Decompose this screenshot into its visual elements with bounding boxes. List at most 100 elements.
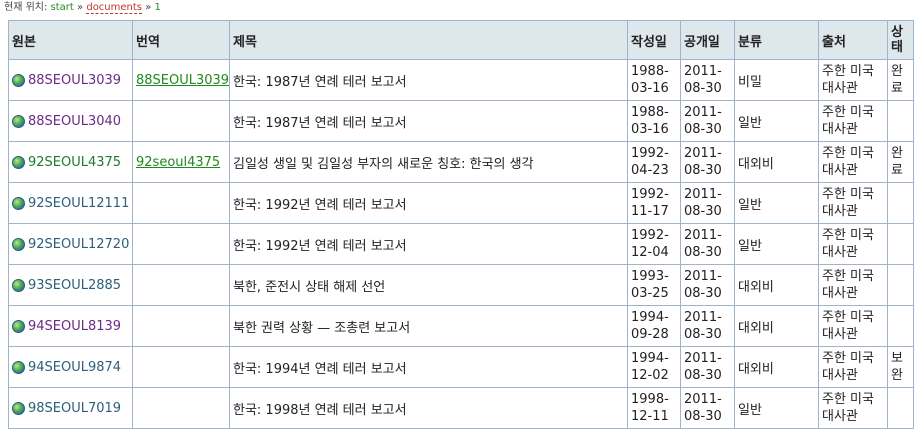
cell-released-date: 2011- 08-30 [680, 223, 735, 265]
translation-doc-link[interactable]: 92seoul4375 [136, 154, 221, 170]
cell-classification: 일반 [734, 387, 819, 429]
breadcrumb-separator: » [145, 2, 152, 13]
cell-original: 98SEOUL7019 [8, 387, 133, 429]
table-row: 88SEOUL3039 88SEOUL3039 한국: 1987년 연례 테러 보고… [8, 59, 914, 101]
table-body: 88SEOUL3039 88SEOUL3039 한국: 1987년 연례 테러 보고… [8, 59, 914, 429]
cell-created-date: 1992- 12-04 [627, 223, 681, 265]
header-status: 상태 [887, 20, 914, 60]
cell-status: 완료 [887, 141, 914, 183]
table-row: 94SEOUL8139 북한 권력 상황 — 조총련 보고서 1994- 09-28… [8, 305, 914, 347]
cell-title: 김일성 생일 및 김일성 부자의 새로운 칭호: 한국의 생각 [229, 141, 628, 183]
cell-original: 94SEOUL8139 [8, 305, 133, 347]
cell-status [887, 387, 914, 429]
cell-released-date: 2011- 08-30 [680, 305, 735, 347]
globe-icon [12, 155, 25, 169]
breadcrumb-separator: » [77, 2, 84, 13]
translation-doc-link[interactable]: 88SEOUL3039 [136, 72, 230, 88]
cell-original: 92SEOUL4375 [8, 141, 133, 183]
cell-original: 93SEOUL2885 [8, 264, 133, 306]
cell-translation [132, 264, 230, 306]
cell-status [887, 264, 914, 306]
table-row: 94SEOUL9874 한국: 1994년 연례 테러 보고서 1994- 12-0… [8, 346, 914, 388]
header-title: 제목 [229, 20, 628, 60]
globe-icon [12, 114, 25, 128]
cell-title: 한국: 1998년 연례 테러 보고서 [229, 387, 628, 429]
cell-released-date: 2011- 08-30 [680, 264, 735, 306]
cell-status [887, 305, 914, 347]
table-row: 92SEOUL4375 92seoul4375 김일성 생일 및 김일성 부자의 새… [8, 141, 914, 183]
cell-translation [132, 387, 230, 429]
cell-released-date: 2011- 08-30 [680, 346, 735, 388]
table-row: 92SEOUL12720 한국: 1992년 연례 테러 보고서 1992- 12-… [8, 223, 914, 265]
cell-created-date: 1993- 03-25 [627, 264, 681, 306]
cell-classification: 대외비 [734, 264, 819, 306]
cell-source: 주한 미국 대사관 [818, 305, 888, 347]
globe-icon [12, 196, 25, 210]
cell-source: 주한 미국 대사관 [818, 223, 888, 265]
breadcrumb: 현재 위치: start » documents » 1 [0, 0, 921, 16]
cell-classification: 대외비 [734, 305, 819, 347]
table-row: 88SEOUL3040 한국: 1987년 연례 테러 보고서 1988- 03-1… [8, 100, 914, 142]
cell-title: 한국: 1987년 연례 테러 보고서 [229, 59, 628, 101]
cell-translation: 88SEOUL3039 [132, 59, 230, 101]
original-doc-link[interactable]: 88SEOUL3040 [28, 113, 122, 129]
cell-released-date: 2011- 08-30 [680, 100, 735, 142]
cell-released-date: 2011- 08-30 [680, 182, 735, 224]
cell-original: 92SEOUL12720 [8, 223, 133, 265]
cell-status: 완료 [887, 59, 914, 101]
cell-source: 주한 미국 대사관 [818, 100, 888, 142]
original-doc-link[interactable]: 88SEOUL3039 [28, 72, 122, 88]
cell-created-date: 1992- 11-17 [627, 182, 681, 224]
cell-created-date: 1988- 03-16 [627, 100, 681, 142]
cell-title: 한국: 1987년 연례 테러 보고서 [229, 100, 628, 142]
cell-classification: 대외비 [734, 346, 819, 388]
cell-created-date: 1994- 09-28 [627, 305, 681, 347]
cell-status: 보완 [887, 346, 914, 388]
cell-translation [132, 182, 230, 224]
cell-created-date: 1998- 12-11 [627, 387, 681, 429]
cell-original: 88SEOUL3039 [8, 59, 133, 101]
breadcrumb-documents-link[interactable]: documents [86, 2, 143, 14]
cell-source: 주한 미국 대사관 [818, 346, 888, 388]
cell-original: 88SEOUL3040 [8, 100, 133, 142]
table-row: 98SEOUL7019 한국: 1998년 연례 테러 보고서 1998- 12-1… [8, 387, 914, 429]
cell-status [887, 100, 914, 142]
globe-icon [12, 278, 25, 292]
cell-classification: 일반 [734, 182, 819, 224]
breadcrumb-prefix: 현재 위치: [4, 2, 48, 13]
cell-translation [132, 346, 230, 388]
breadcrumb-current-link[interactable]: 1 [154, 2, 161, 13]
globe-icon [12, 401, 25, 415]
cell-source: 주한 미국 대사관 [818, 59, 888, 101]
original-doc-link[interactable]: 94SEOUL8139 [28, 318, 122, 334]
breadcrumb-start-link[interactable]: start [50, 2, 74, 13]
cell-created-date: 1992- 04-23 [627, 141, 681, 183]
header-released-date: 공개일 [680, 20, 735, 60]
cell-original: 94SEOUL9874 [8, 346, 133, 388]
cell-original: 92SEOUL12111 [8, 182, 133, 224]
original-doc-link[interactable]: 92SEOUL12720 [28, 236, 130, 252]
original-doc-link[interactable]: 98SEOUL7019 [28, 400, 122, 416]
globe-icon [12, 360, 25, 374]
cell-title: 북한 권력 상황 — 조총련 보고서 [229, 305, 628, 347]
cell-source: 주한 미국 대사관 [818, 387, 888, 429]
original-doc-link[interactable]: 92SEOUL12111 [28, 195, 130, 211]
cell-classification: 일반 [734, 223, 819, 265]
table-row: 92SEOUL12111 한국: 1992년 연례 테러 보고서 1992- 11-… [8, 182, 914, 224]
table-row: 93SEOUL2885 북한, 준전시 상태 해제 선언 1993- 03-25 20… [8, 264, 914, 306]
original-doc-link[interactable]: 94SEOUL9874 [28, 359, 122, 375]
globe-icon [12, 73, 25, 87]
cell-source: 주한 미국 대사관 [818, 182, 888, 224]
cell-title: 북한, 준전시 상태 해제 선언 [229, 264, 628, 306]
original-doc-link[interactable]: 92SEOUL4375 [28, 154, 122, 170]
header-original: 원본 [8, 20, 133, 60]
header-created-date: 작성일 [627, 20, 681, 60]
header-translation: 번역 [132, 20, 230, 60]
table-header-row: 원본 번역 제목 작성일 공개일 분류 출처 상태 [8, 20, 914, 60]
cell-classification: 비밀 [734, 59, 819, 101]
cell-classification: 일반 [734, 100, 819, 142]
globe-icon [12, 237, 25, 251]
cell-created-date: 1994- 12-02 [627, 346, 681, 388]
cell-classification: 대외비 [734, 141, 819, 183]
original-doc-link[interactable]: 93SEOUL2885 [28, 277, 122, 293]
